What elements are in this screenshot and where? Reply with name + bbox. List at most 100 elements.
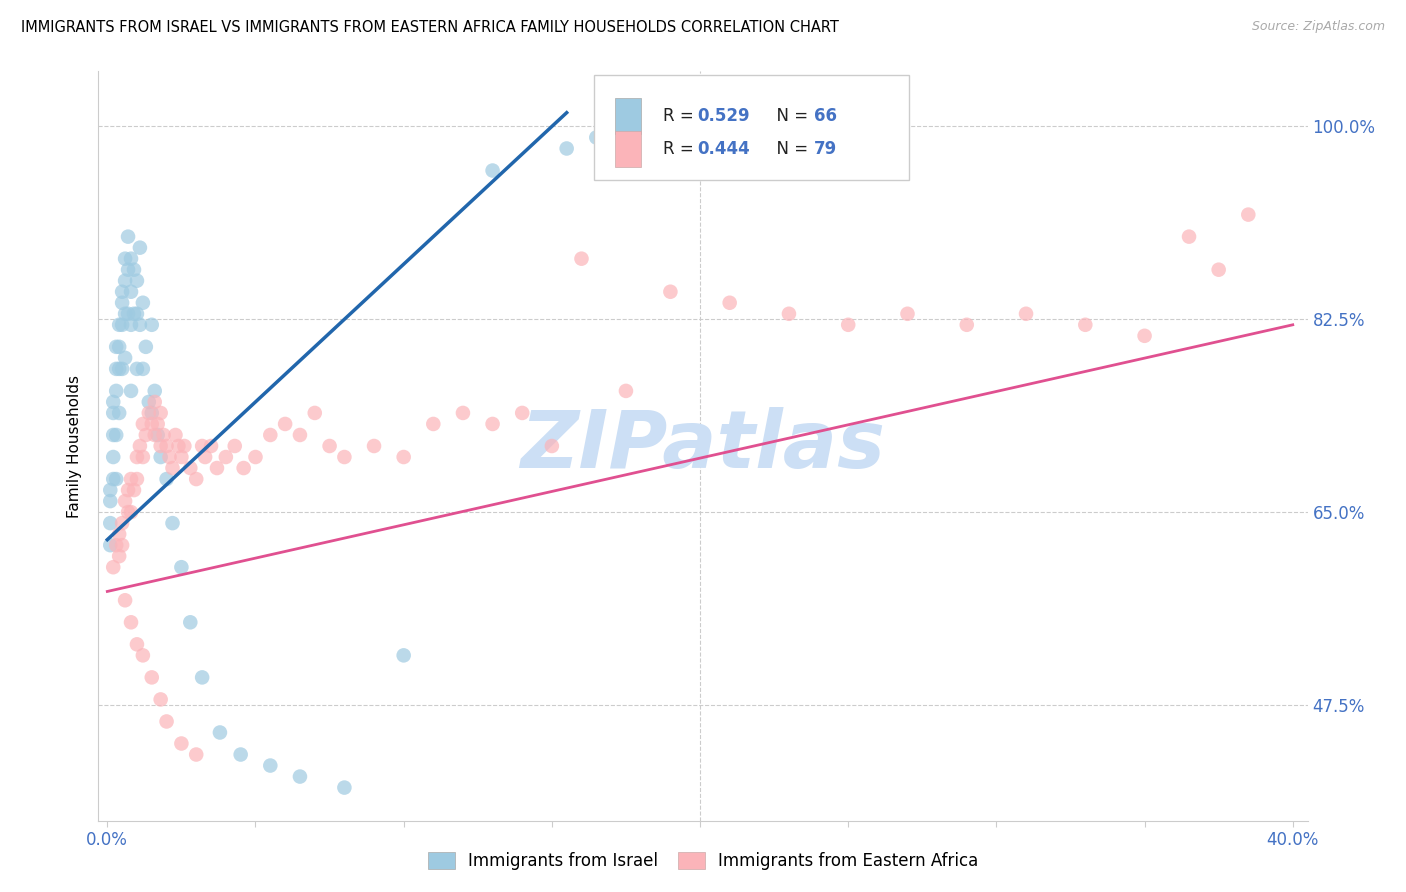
Point [155, 472, 177, 486]
Point [1178, 229, 1201, 244]
Point [191, 439, 214, 453]
Point [149, 439, 172, 453]
Point [288, 770, 311, 784]
Point [120, 252, 142, 266]
Point [125, 274, 148, 288]
Point [111, 516, 134, 530]
Point [146, 428, 169, 442]
Point [274, 417, 297, 431]
Point [98, 516, 121, 530]
Point [125, 472, 148, 486]
Point [111, 362, 134, 376]
Point [659, 285, 682, 299]
Point [837, 318, 859, 332]
Point [229, 747, 252, 762]
Point [105, 362, 128, 376]
Point [232, 461, 254, 475]
Point [673, 130, 696, 145]
Point [117, 262, 139, 277]
Point [571, 252, 593, 266]
Point [143, 428, 166, 442]
Point [1237, 208, 1260, 222]
Point [132, 450, 155, 464]
Point [141, 406, 163, 420]
Point [108, 549, 131, 564]
Point [120, 472, 142, 486]
Text: 0.444: 0.444 [697, 140, 749, 158]
Point [224, 439, 246, 453]
Point [132, 362, 155, 376]
Point [540, 439, 562, 453]
Point [132, 648, 155, 663]
Point [103, 395, 125, 409]
Point [333, 780, 356, 795]
Point [205, 461, 228, 475]
Point [392, 450, 415, 464]
Point [114, 593, 136, 607]
Point [363, 439, 385, 453]
Point [98, 494, 121, 508]
Point [138, 395, 160, 409]
Point [105, 428, 128, 442]
Point [778, 307, 800, 321]
Text: N =: N = [766, 140, 813, 158]
Point [555, 141, 578, 155]
Text: IMMIGRANTS FROM ISRAEL VS IMMIGRANTS FROM EASTERN AFRICA FAMILY HOUSEHOLDS CORRE: IMMIGRANTS FROM ISRAEL VS IMMIGRANTS FRO… [21, 20, 839, 35]
Point [108, 527, 131, 541]
Point [146, 417, 169, 431]
Point [149, 692, 172, 706]
Point [215, 450, 238, 464]
Point [103, 406, 125, 420]
Point [111, 295, 134, 310]
Point [318, 439, 340, 453]
Point [132, 417, 155, 431]
Point [141, 417, 163, 431]
Point [155, 714, 177, 729]
Point [114, 252, 136, 266]
Point [155, 439, 177, 453]
Point [108, 362, 131, 376]
Point [167, 439, 190, 453]
Point [1015, 307, 1038, 321]
Point [105, 472, 128, 486]
Point [165, 428, 187, 442]
Point [111, 538, 134, 552]
Text: R =: R = [664, 107, 699, 125]
Point [135, 428, 157, 442]
Point [451, 406, 474, 420]
Point [149, 450, 172, 464]
Point [125, 637, 148, 651]
Point [125, 362, 148, 376]
Point [304, 406, 326, 420]
Point [117, 505, 139, 519]
Point [108, 340, 131, 354]
Point [170, 737, 193, 751]
Point [135, 340, 157, 354]
Point [186, 747, 208, 762]
Legend: Immigrants from Israel, Immigrants from Eastern Africa: Immigrants from Israel, Immigrants from … [422, 845, 984, 877]
Point [644, 130, 666, 145]
Point [122, 483, 145, 497]
Point [333, 450, 356, 464]
Point [1074, 318, 1097, 332]
Point [120, 505, 142, 519]
Point [105, 384, 128, 398]
Point [152, 428, 174, 442]
Text: 79: 79 [814, 140, 838, 158]
Point [179, 615, 201, 630]
Point [111, 318, 134, 332]
Point [179, 461, 201, 475]
Text: 66: 66 [814, 107, 837, 125]
Point [114, 274, 136, 288]
Point [392, 648, 415, 663]
Point [510, 406, 533, 420]
Point [259, 428, 281, 442]
Point [245, 450, 267, 464]
Bar [614, 98, 641, 134]
Point [149, 406, 172, 420]
Point [114, 494, 136, 508]
Point [125, 307, 148, 321]
Point [208, 725, 231, 739]
Point [122, 262, 145, 277]
Point [614, 141, 637, 155]
